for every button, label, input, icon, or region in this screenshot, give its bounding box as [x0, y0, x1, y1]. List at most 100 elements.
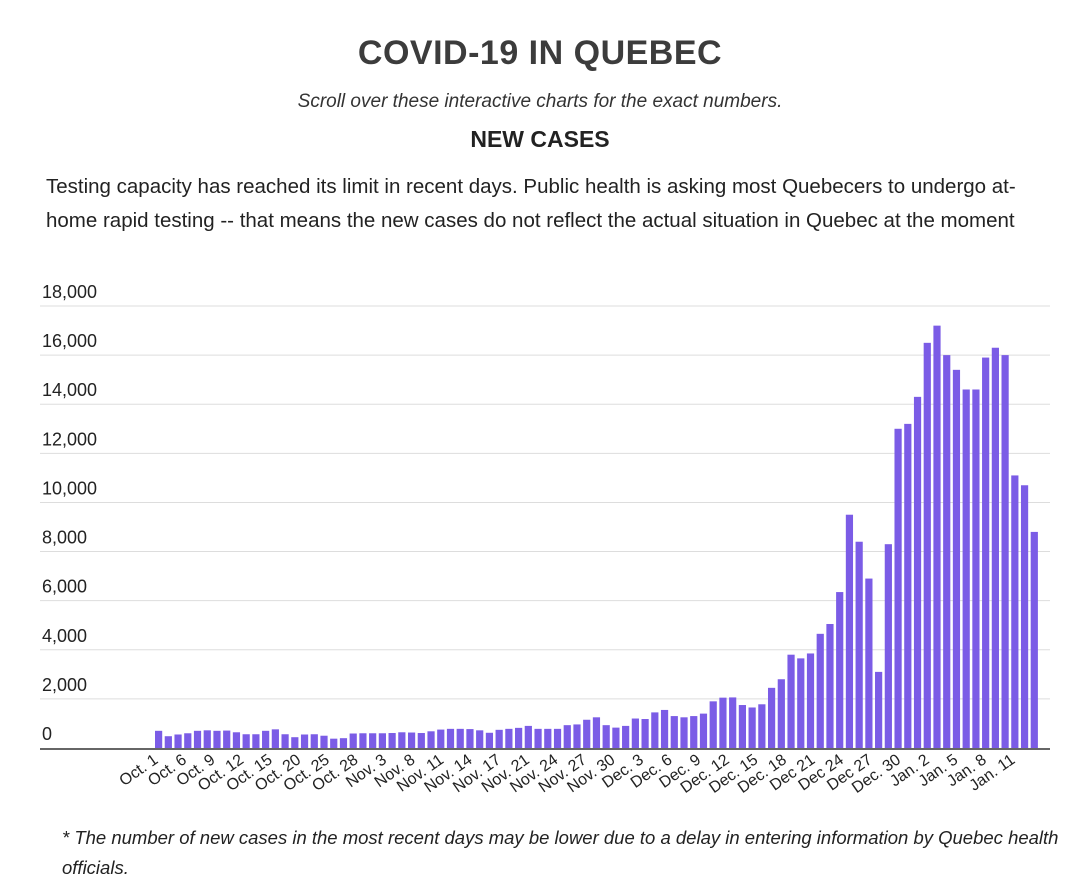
bar[interactable] — [369, 733, 377, 748]
bar[interactable] — [456, 728, 464, 748]
bar[interactable] — [281, 734, 289, 748]
bar[interactable] — [553, 728, 562, 748]
bar[interactable] — [252, 734, 260, 748]
bar[interactable] — [982, 357, 990, 748]
bar[interactable] — [787, 654, 795, 748]
footnote: * The number of new cases in the most re… — [62, 827, 1059, 878]
bar[interactable] — [437, 729, 445, 748]
bar[interactable] — [427, 731, 435, 748]
bar[interactable] — [524, 725, 532, 748]
bar[interactable] — [641, 719, 649, 748]
bar[interactable] — [359, 733, 367, 748]
bar[interactable] — [855, 541, 863, 748]
bar[interactable] — [184, 733, 192, 748]
bar[interactable] — [398, 732, 406, 748]
bar[interactable] — [631, 718, 639, 748]
bar[interactable] — [767, 687, 776, 748]
bar[interactable] — [904, 423, 912, 748]
bar[interactable] — [680, 717, 688, 748]
bar[interactable] — [972, 389, 980, 748]
bar[interactable] — [310, 734, 318, 748]
bar[interactable] — [446, 728, 455, 748]
section-title: NEW CASES — [470, 126, 610, 152]
bar[interactable] — [758, 704, 766, 748]
bar[interactable] — [592, 717, 601, 748]
bar[interactable] — [622, 725, 630, 748]
bar[interactable] — [699, 713, 708, 748]
bar[interactable] — [485, 732, 494, 748]
bar[interactable] — [670, 716, 678, 748]
bar[interactable] — [952, 369, 961, 748]
bar[interactable] — [884, 544, 892, 748]
bar[interactable] — [690, 716, 698, 748]
bar[interactable] — [407, 732, 416, 748]
bar[interactable] — [378, 733, 386, 748]
bar[interactable] — [836, 592, 844, 748]
bar[interactable] — [349, 733, 357, 748]
bar[interactable] — [193, 730, 202, 748]
bar[interactable] — [388, 733, 396, 748]
bar[interactable] — [991, 347, 999, 748]
bar[interactable] — [865, 578, 873, 748]
bar[interactable] — [1011, 475, 1019, 748]
bar[interactable] — [1030, 531, 1038, 748]
bar[interactable] — [203, 730, 211, 748]
bar[interactable] — [1001, 355, 1009, 748]
bar[interactable] — [330, 738, 338, 748]
bar[interactable] — [933, 325, 941, 748]
bar[interactable] — [291, 737, 299, 748]
bar[interactable] — [826, 623, 834, 748]
bar[interactable] — [612, 727, 620, 748]
bar[interactable] — [232, 732, 241, 748]
bar[interactable] — [573, 724, 581, 748]
bar[interactable] — [913, 396, 922, 748]
bar[interactable] — [583, 719, 591, 748]
bar[interactable] — [875, 671, 883, 748]
bar[interactable] — [213, 730, 221, 748]
bar[interactable] — [748, 707, 756, 748]
bar[interactable] — [651, 712, 659, 748]
bar[interactable] — [806, 653, 815, 748]
y-tick-label: 2,000 — [42, 675, 87, 695]
bar[interactable] — [943, 355, 951, 748]
bar[interactable] — [962, 389, 970, 748]
bar[interactable] — [262, 730, 270, 748]
bar[interactable] — [242, 734, 250, 748]
bar[interactable] — [738, 705, 746, 748]
bar[interactable] — [466, 729, 474, 748]
bar[interactable] — [515, 727, 523, 748]
bar[interactable] — [816, 633, 824, 748]
bar[interactable] — [602, 725, 610, 748]
bar[interactable] — [320, 735, 328, 748]
bar[interactable] — [476, 730, 484, 748]
bar[interactable] — [174, 734, 182, 748]
bar[interactable] — [845, 514, 854, 748]
bar[interactable] — [271, 729, 279, 748]
bar[interactable] — [709, 701, 717, 748]
bar[interactable] — [495, 729, 503, 748]
bar[interactable] — [155, 730, 163, 748]
bar[interactable] — [563, 725, 571, 748]
bar[interactable] — [894, 428, 902, 748]
bar[interactable] — [223, 730, 231, 748]
new-cases-bar-chart[interactable]: 0 2,000 4,000 6,000 8,000 10,000 12,000 14,000 1… — [0, 280, 1080, 825]
bar[interactable] — [777, 679, 785, 748]
bar[interactable] — [417, 733, 425, 748]
chart-title: COVID-19 IN QUEBEC — [357, 34, 723, 72]
y-tick-label: 18,000 — [42, 282, 97, 302]
y-tick-label: 8,000 — [42, 528, 87, 548]
bar[interactable] — [339, 738, 348, 748]
bar[interactable] — [505, 728, 513, 748]
bar[interactable] — [300, 734, 309, 748]
bar[interactable] — [1020, 485, 1029, 748]
bar[interactable] — [923, 342, 931, 748]
bar[interactable] — [164, 736, 172, 748]
bar[interactable] — [719, 697, 727, 748]
bar[interactable] — [660, 709, 669, 748]
bars[interactable] — [155, 325, 1038, 748]
bar[interactable] — [729, 697, 737, 748]
bar[interactable] — [534, 728, 542, 748]
bar[interactable] — [797, 658, 805, 748]
bar[interactable] — [544, 728, 552, 748]
